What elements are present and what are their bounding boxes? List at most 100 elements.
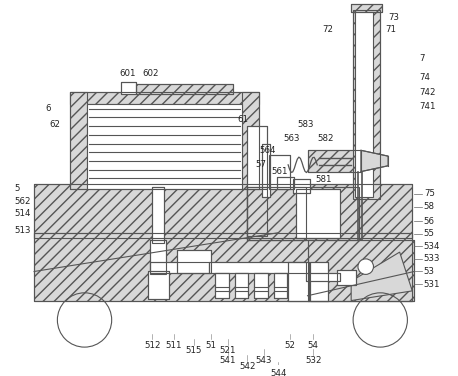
Circle shape [358,259,373,274]
Bar [247,187,305,241]
Bar [151,262,209,273]
Text: 53: 53 [424,267,435,276]
Text: 563: 563 [284,134,300,143]
Bar [209,262,305,273]
Bar [70,92,259,104]
Bar [262,144,270,197]
Bar [293,179,311,193]
Text: 741: 741 [419,102,436,111]
Bar [311,262,328,300]
Bar [242,92,259,189]
Text: 58: 58 [424,202,435,211]
Bar [247,187,359,241]
Text: 52: 52 [284,341,295,350]
Bar [288,262,310,300]
Bar [209,262,305,273]
Bar [34,184,412,238]
Bar [177,250,211,273]
Text: 511: 511 [165,341,182,350]
Text: 7: 7 [419,54,425,63]
Bar [247,187,359,241]
Text: 532: 532 [305,356,322,365]
Text: 562: 562 [15,197,31,206]
Text: 515: 515 [186,347,202,355]
Bar [121,82,136,94]
Polygon shape [361,150,388,171]
Text: 601: 601 [120,69,136,78]
Bar [235,273,248,298]
Text: 531: 531 [424,280,441,289]
Bar [296,189,339,238]
Bar [247,187,267,236]
Bar [147,271,169,299]
Text: 543: 543 [256,356,272,365]
Bar [153,187,164,243]
Text: 544: 544 [270,369,287,376]
Bar [215,273,229,298]
Bar [215,273,229,298]
Text: 533: 533 [424,255,441,263]
Bar [153,187,164,243]
Text: 54: 54 [308,341,319,350]
Text: 72: 72 [322,24,333,33]
Bar [353,10,380,199]
Bar [351,4,382,12]
Text: 71: 71 [385,24,396,33]
Text: 514: 514 [15,209,31,218]
Polygon shape [351,252,412,300]
Bar [296,189,339,238]
Text: 62: 62 [49,120,60,129]
Bar [307,241,414,300]
Bar [247,126,267,189]
Bar [247,126,267,189]
Bar [87,104,242,189]
Bar [307,150,361,171]
Bar [311,262,328,300]
Text: 55: 55 [424,229,435,238]
Text: 564: 564 [259,146,276,155]
Text: 602: 602 [143,69,159,78]
Bar [262,144,270,197]
Bar [34,233,412,300]
Bar [273,273,287,298]
Bar [70,92,87,189]
Text: 583: 583 [298,120,314,129]
Bar [296,189,339,238]
Bar [136,84,233,94]
Text: 56: 56 [424,217,435,226]
Text: 73: 73 [388,13,399,22]
Bar [307,241,414,300]
Bar [305,273,339,281]
Text: 561: 561 [272,167,288,176]
Bar [288,262,310,300]
Text: 541: 541 [220,356,236,365]
Bar [355,12,372,197]
Bar [305,273,339,281]
Text: 51: 51 [205,341,216,350]
Text: 74: 74 [419,73,430,82]
Bar [147,271,169,299]
Text: 581: 581 [315,175,332,184]
Bar [277,177,294,189]
Text: 513: 513 [15,226,31,235]
Bar [70,92,259,189]
Bar [307,150,361,171]
Text: 6: 6 [46,104,51,113]
Bar [273,273,287,298]
Text: 742: 742 [419,88,436,97]
Bar [293,179,311,193]
Text: 75: 75 [424,190,435,199]
Bar [34,233,412,300]
Text: 57: 57 [255,160,266,169]
Text: 534: 534 [424,242,441,251]
Bar [136,84,233,94]
Bar [269,155,290,189]
Bar [235,273,248,298]
Bar [151,241,166,274]
Bar [151,262,209,273]
Bar [254,273,268,298]
Bar [269,155,290,189]
Text: 582: 582 [317,134,334,143]
Bar [277,177,294,189]
Text: 61: 61 [238,115,249,124]
